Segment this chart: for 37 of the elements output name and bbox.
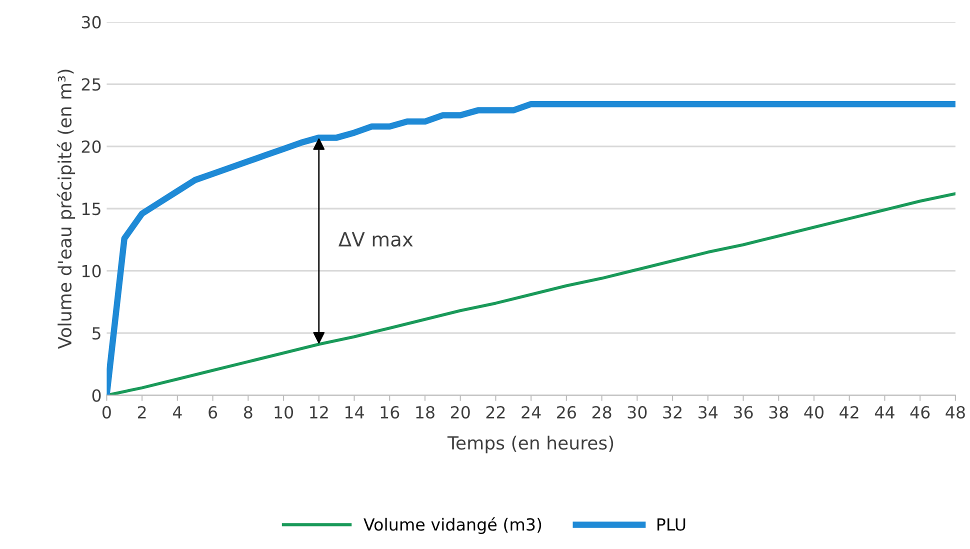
x-tick-label: 8: [244, 406, 252, 419]
x-tick-label: 18: [416, 406, 434, 419]
x-tick-label: 44: [874, 406, 894, 418]
y-tick-label: 0: [92, 389, 101, 402]
x-tick-label: 26: [557, 406, 576, 419]
x-tick-label: 16: [380, 406, 400, 419]
x-tick-label: 48: [946, 406, 965, 419]
x-tick-label: 28: [592, 406, 612, 419]
y-tick-label: 5: [92, 327, 100, 340]
x-tick-label: 36: [734, 406, 753, 419]
y-tick-label: 15: [82, 202, 100, 216]
x-tick-label: 30: [628, 406, 647, 419]
x-tick-label: 42: [840, 406, 858, 418]
y-tick-label: 25: [82, 78, 100, 91]
x-tick-label: 10: [274, 406, 294, 419]
x-tick-label: 2: [138, 406, 146, 418]
x-tick-label: 0: [102, 406, 111, 419]
x-tick-label: 20: [450, 406, 470, 419]
annotation: ΔV max: [338, 232, 413, 247]
y-tick-label: 10: [82, 264, 101, 278]
y-axis-title: Volume d'eau précipité (en m³): [56, 70, 76, 349]
y-tick-label: 20: [82, 140, 101, 153]
legend-label: Volume vidangé (m3): [364, 517, 542, 534]
x-tick-label: 34: [698, 406, 718, 419]
x-tick-label: 24: [522, 406, 541, 418]
x-tick-label: 46: [910, 406, 930, 419]
x-tick-label: 32: [663, 406, 682, 419]
x-tick-label: 22: [486, 406, 505, 418]
x-tick-label: 40: [804, 406, 824, 419]
x-tick-label: 12: [310, 406, 328, 418]
x-tick-label: 38: [769, 406, 788, 419]
legend-label: PLU: [658, 518, 686, 531]
x-axis-title: Temps (en heures): [447, 436, 614, 454]
x-tick-label: 14: [345, 406, 364, 418]
x-tick-label: 4: [172, 406, 182, 418]
y-tick-label: 30: [82, 16, 101, 29]
x-tick-label: 6: [208, 406, 218, 419]
